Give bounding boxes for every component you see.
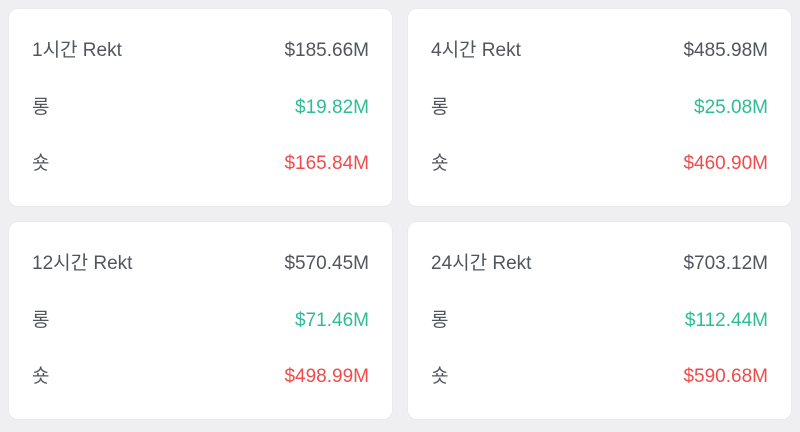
card-title: 24시간 Rekt [431,253,532,274]
long-row: 롱 $112.44M [431,309,768,333]
short-value: $165.84M [284,153,369,174]
card-title: 4시간 Rekt [431,40,521,61]
total-row: 4시간 Rekt $485.98M [431,39,768,63]
long-value: $19.82M [295,96,369,118]
long-value: $25.08M [694,96,768,118]
rekt-card-12h: 12시간 Rekt $570.45M 롱 $71.46M 숏 $498.99M [8,221,393,420]
rekt-card-24h: 24시간 Rekt $703.12M 롱 $112.44M 숏 $590.68M [407,221,792,420]
short-label: 숏 [431,153,449,174]
short-value: $460.90M [683,153,768,174]
short-label: 숏 [431,366,449,387]
short-row: 숏 $590.68M [431,365,768,389]
short-row: 숏 $498.99M [32,365,369,389]
total-row: 1시간 Rekt $185.66M [32,39,369,63]
long-value: $71.46M [295,309,369,331]
long-row: 롱 $71.46M [32,309,369,333]
total-value: $570.45M [284,253,369,274]
long-label: 롱 [32,309,50,331]
long-label: 롱 [32,96,50,118]
short-label: 숏 [32,153,50,174]
long-row: 롱 $25.08M [431,96,768,120]
card-title: 1시간 Rekt [32,40,122,61]
total-value: $703.12M [683,253,768,274]
short-row: 숏 $165.84M [32,152,369,176]
card-title: 12시간 Rekt [32,253,133,274]
short-value: $498.99M [284,366,369,387]
rekt-card-1h: 1시간 Rekt $185.66M 롱 $19.82M 숏 $165.84M [8,8,393,207]
total-value: $485.98M [683,40,768,61]
rekt-card-4h: 4시간 Rekt $485.98M 롱 $25.08M 숏 $460.90M [407,8,792,207]
long-row: 롱 $19.82M [32,96,369,120]
short-label: 숏 [32,366,50,387]
total-row: 24시간 Rekt $703.12M [431,252,768,276]
long-label: 롱 [431,96,449,118]
total-value: $185.66M [284,40,369,61]
total-row: 12시간 Rekt $570.45M [32,252,369,276]
long-value: $112.44M [684,309,768,331]
short-row: 숏 $460.90M [431,152,768,176]
short-value: $590.68M [683,366,768,387]
long-label: 롱 [431,309,449,331]
